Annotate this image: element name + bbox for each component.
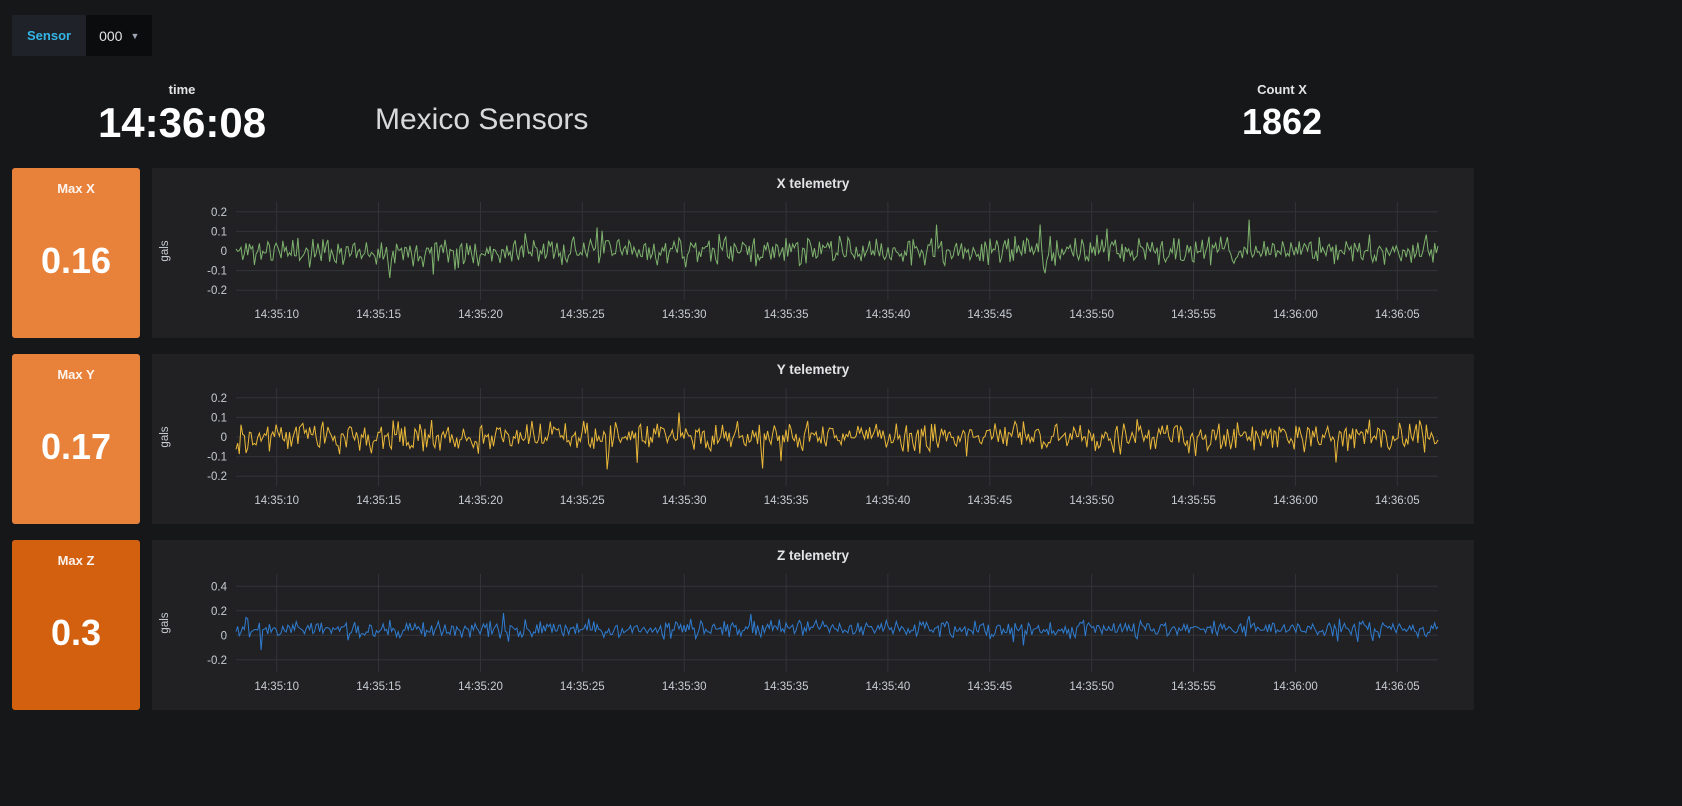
- svg-text:14:36:05: 14:36:05: [1375, 309, 1420, 321]
- count-x-stat-panel: Count X 1862: [1090, 70, 1474, 162]
- svg-text:14:36:00: 14:36:00: [1273, 681, 1318, 693]
- svg-text:14:35:35: 14:35:35: [764, 681, 809, 693]
- svg-text:14:35:40: 14:35:40: [866, 495, 911, 507]
- svg-text:14:35:20: 14:35:20: [458, 309, 503, 321]
- z-telemetry-panel: 0.4 0.2 0 -0.2 14:35:10 14:35:15 14:35:20 14:35…: [152, 540, 1474, 710]
- svg-text:14:35:25: 14:35:25: [560, 495, 605, 507]
- svg-text:gals: gals: [159, 612, 171, 633]
- stat-panel-max-x-value: 0.16: [40, 240, 112, 281]
- svg-text:14:35:45: 14:35:45: [967, 495, 1012, 507]
- svg-text:14:35:30: 14:35:30: [662, 495, 707, 507]
- svg-text:14:35:20: 14:35:20: [458, 495, 503, 507]
- svg-text:14:35:15: 14:35:15: [356, 495, 401, 507]
- stat-panel-max-x: Max X 0.16: [12, 168, 140, 338]
- svg-text:-0.1: -0.1: [207, 452, 227, 464]
- svg-text:gals: gals: [159, 426, 171, 447]
- dashboard-title: Mexico Sensors: [375, 103, 589, 136]
- svg-text:0.2: 0.2: [211, 207, 227, 219]
- time-stat-panel: time 14:36:08: [12, 70, 352, 162]
- svg-text:14:35:55: 14:35:55: [1171, 681, 1216, 693]
- svg-text:14:35:20: 14:35:20: [458, 681, 503, 693]
- svg-text:14:35:50: 14:35:50: [1069, 495, 1114, 507]
- count-x-panel-value: 1862: [1241, 101, 1323, 142]
- svg-text:0.2: 0.2: [211, 393, 227, 405]
- sensor-variable-dropdown[interactable]: 000 ▼: [86, 15, 153, 56]
- svg-text:14:36:05: 14:36:05: [1375, 681, 1420, 693]
- svg-text:14:35:30: 14:35:30: [662, 681, 707, 693]
- svg-text:0.1: 0.1: [211, 226, 227, 238]
- chevron-down-icon: ▼: [130, 30, 140, 41]
- y-telemetry-panel: 0.2 0.1 0 -0.1 -0.2 14:35:10 14:35:15 14:35:20 1…: [152, 354, 1474, 524]
- svg-text:0.1: 0.1: [211, 412, 227, 424]
- svg-text:14:35:55: 14:35:55: [1171, 495, 1216, 507]
- y-telemetry-panel-title[interactable]: Y telemetry: [776, 362, 850, 377]
- stat-panel-max-y-value: 0.17: [40, 426, 112, 467]
- z-telemetry-chart[interactable]: 0.4 0.2 0 -0.2 14:35:10 14:35:15 14:35:20 14:35…: [152, 540, 1474, 710]
- svg-text:14:35:25: 14:35:25: [560, 309, 605, 321]
- stat-panel-max-z: Max Z 0.3: [12, 540, 140, 710]
- count-x-panel-title[interactable]: Count X: [1257, 82, 1307, 97]
- stat-panel-max-y-title[interactable]: Max Y: [57, 367, 95, 382]
- time-panel-title[interactable]: time: [168, 82, 196, 97]
- svg-text:14:35:50: 14:35:50: [1069, 309, 1114, 321]
- stat-panel-max-z-value: 0.3: [50, 612, 102, 653]
- y-telemetry-chart[interactable]: 0.2 0.1 0 -0.1 -0.2 14:35:10 14:35:15 14:35:20 1…: [152, 354, 1474, 524]
- svg-text:14:36:00: 14:36:00: [1273, 309, 1318, 321]
- svg-text:-0.1: -0.1: [207, 266, 227, 278]
- x-telemetry-chart[interactable]: 0.2 0.1 0 -0.1 -0.2 14:35:10 14:35:15 14:35:20 1…: [152, 168, 1474, 338]
- svg-text:14:35:25: 14:35:25: [560, 681, 605, 693]
- svg-text:gals: gals: [159, 240, 171, 261]
- svg-text:14:35:40: 14:35:40: [866, 681, 911, 693]
- stat-panel-max-x-title[interactable]: Max X: [57, 181, 95, 196]
- svg-text:14:35:10: 14:35:10: [254, 495, 299, 507]
- svg-text:0.2: 0.2: [211, 606, 227, 618]
- svg-text:14:35:45: 14:35:45: [967, 309, 1012, 321]
- svg-text:-0.2: -0.2: [207, 655, 227, 667]
- svg-text:14:35:45: 14:35:45: [967, 681, 1012, 693]
- x-telemetry-panel: 0.2 0.1 0 -0.1 -0.2 14:35:10 14:35:15 14:35:20 1…: [152, 168, 1474, 338]
- svg-text:14:35:50: 14:35:50: [1069, 681, 1114, 693]
- svg-text:-0.2: -0.2: [207, 285, 227, 297]
- svg-text:0: 0: [221, 630, 227, 642]
- sensor-variable-label: Sensor: [12, 15, 87, 56]
- svg-text:14:36:00: 14:36:00: [1273, 495, 1318, 507]
- stat-panel-max-z-title[interactable]: Max Z: [57, 553, 95, 568]
- svg-text:14:35:35: 14:35:35: [764, 495, 809, 507]
- svg-text:14:35:15: 14:35:15: [356, 681, 401, 693]
- svg-text:14:35:15: 14:35:15: [356, 309, 401, 321]
- svg-text:14:35:10: 14:35:10: [254, 309, 299, 321]
- svg-text:14:35:30: 14:35:30: [662, 309, 707, 321]
- svg-text:0.4: 0.4: [211, 581, 228, 593]
- svg-text:0: 0: [221, 246, 227, 258]
- svg-text:14:35:55: 14:35:55: [1171, 309, 1216, 321]
- sensor-variable-value: 000: [99, 27, 123, 44]
- svg-text:14:36:05: 14:36:05: [1375, 495, 1420, 507]
- x-telemetry-panel-title[interactable]: X telemetry: [776, 176, 850, 191]
- svg-text:0: 0: [221, 432, 227, 444]
- svg-text:14:35:35: 14:35:35: [764, 309, 809, 321]
- stat-panel-max-y: Max Y 0.17: [12, 354, 140, 524]
- sensor-variable-control: Sensor 000 ▼: [12, 15, 153, 56]
- time-panel-value: 14:36:08: [97, 99, 267, 146]
- svg-text:-0.2: -0.2: [207, 471, 227, 483]
- z-telemetry-panel-title[interactable]: Z telemetry: [776, 548, 850, 563]
- svg-text:14:35:40: 14:35:40: [866, 309, 911, 321]
- svg-text:14:35:10: 14:35:10: [254, 681, 299, 693]
